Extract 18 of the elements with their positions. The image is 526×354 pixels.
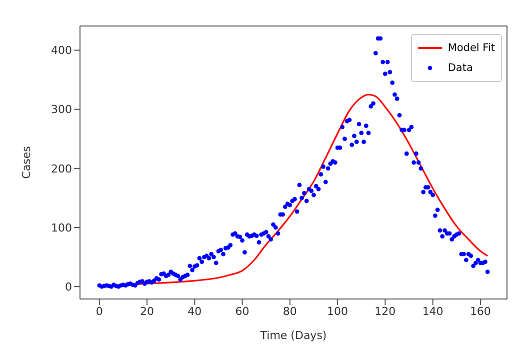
x-tick-label: 160 xyxy=(470,304,491,318)
x-axis-title: Time (Days) xyxy=(259,329,327,342)
x-tick-label: 0 xyxy=(96,304,103,318)
x-tick-label: 60 xyxy=(235,304,250,318)
x-tick-label: 80 xyxy=(282,304,297,318)
y-tick-label: 300 xyxy=(51,103,72,116)
x-tick-label: 20 xyxy=(140,304,154,318)
y-axis-title: Cases xyxy=(20,146,33,179)
y-tick-label: 400 xyxy=(51,44,72,58)
legend-label: Model Fit xyxy=(448,42,495,54)
y-tick-label: 100 xyxy=(51,221,72,234)
legend-label: Data xyxy=(448,62,473,74)
y-tick-label: 200 xyxy=(51,162,72,176)
x-tick-label: 100 xyxy=(327,304,348,318)
x-tick-label: 40 xyxy=(188,304,202,318)
x-tick-label: 120 xyxy=(374,304,396,318)
y-tick-label: 0 xyxy=(65,280,72,294)
x-tick-label: 140 xyxy=(422,304,444,318)
